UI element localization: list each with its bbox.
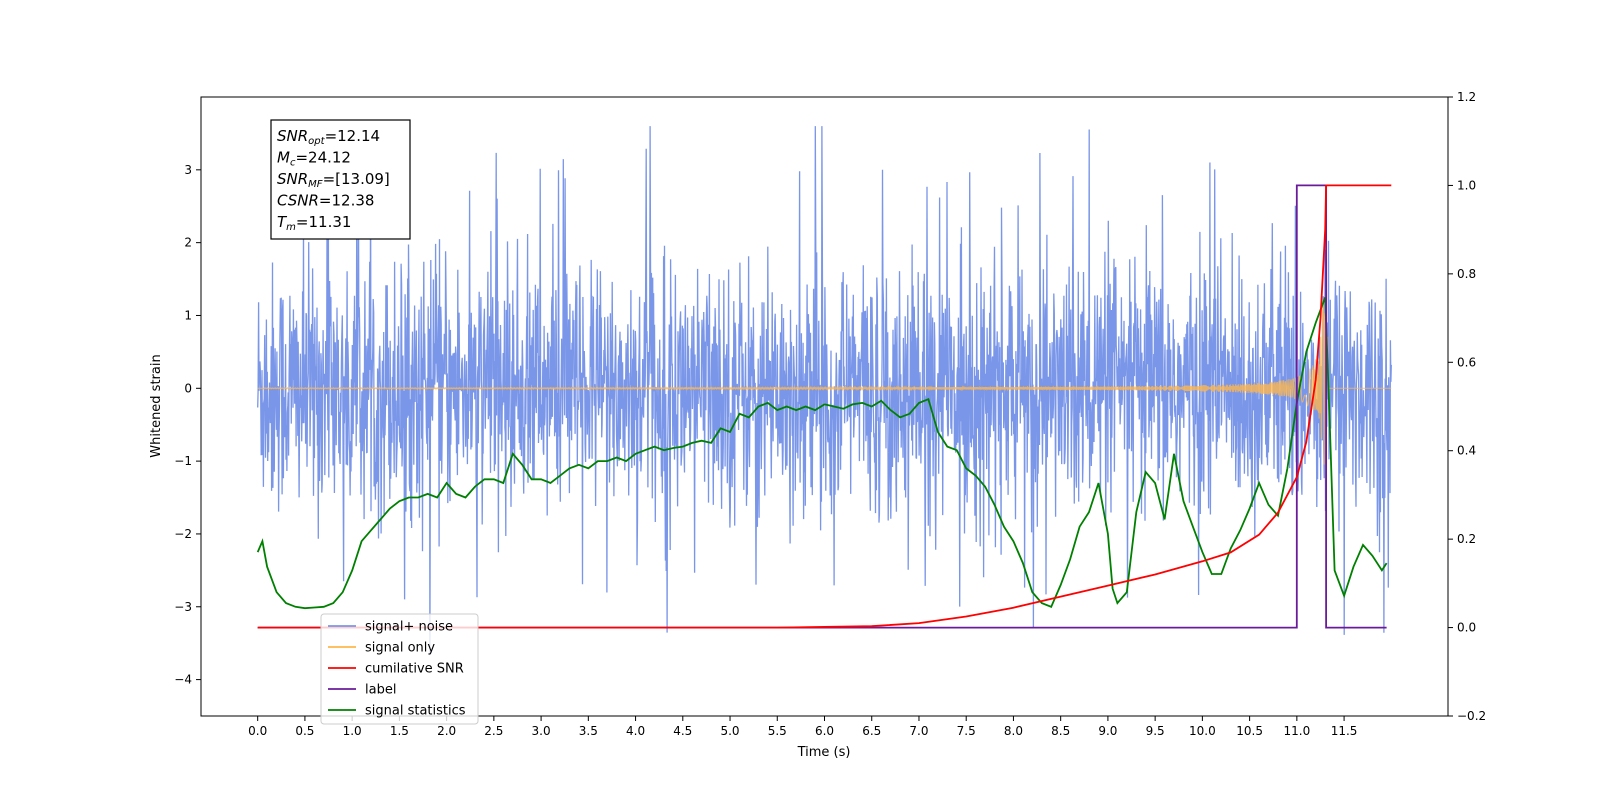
label-line: [257, 184, 1387, 629]
legend-label: signal only: [365, 641, 435, 656]
x-tick-label: 6.5: [862, 724, 881, 738]
y2-tick-label: 1.0: [1457, 178, 1476, 192]
series-cumulative-snr: [257, 184, 1392, 629]
legend-label: signal statistics: [365, 704, 466, 719]
x-tick-label: 8.0: [1004, 724, 1023, 738]
y-axis-ticks: 3 2 1 0 −1 −2 −3 −4: [174, 163, 201, 687]
x-tick-label: 9.0: [1098, 724, 1117, 738]
y-tick-label: −1: [174, 454, 192, 468]
legend-label: label: [365, 683, 396, 698]
x-tick-label: 7.5: [957, 724, 976, 738]
x-tick-label: 9.5: [1146, 724, 1165, 738]
legend-label: cumilative SNR: [365, 662, 464, 677]
y-tick-label: 2: [184, 236, 192, 250]
x-tick-label: 4.5: [673, 724, 692, 738]
x-tick-label: 3.5: [579, 724, 598, 738]
y-tick-label: 0: [184, 381, 192, 395]
x-tick-label: 8.5: [1051, 724, 1070, 738]
legend-label: signal+ noise: [365, 620, 453, 635]
x-tick-label: 11.0: [1283, 724, 1310, 738]
annotation-line: Tm=11.31: [277, 213, 351, 233]
annotation-frame: [270, 119, 411, 240]
series-signal-only: [257, 303, 1392, 481]
y-axis-label: Whitened strain: [149, 354, 164, 457]
series-signal-statistics: [256, 296, 1388, 610]
y2-tick-label: 1.2: [1457, 90, 1476, 104]
y2-axis-ticks: 1.2 1.0 0.8 0.6 0.4 0.2 0.0 −0.2: [1448, 90, 1486, 723]
x-tick-label: 3.0: [532, 724, 551, 738]
annotation-line: SNRopt=12.14: [277, 127, 380, 147]
y2-tick-label: 0.6: [1457, 355, 1476, 369]
y2-tick-label: 0.8: [1457, 267, 1476, 281]
signal-noise-line: [257, 126, 1392, 656]
x-axis-label: Time (s): [797, 745, 851, 760]
x-tick-label: 5.5: [768, 724, 787, 738]
annotation-line: SNRMF=[13.09]: [277, 170, 390, 190]
cumulative-snr-line: [257, 184, 1392, 629]
annotation-line: CSNR=12.38: [277, 192, 374, 210]
y-tick-label: 3: [184, 163, 192, 177]
y-tick-label: −4: [174, 673, 192, 687]
x-tick-label: 1.5: [390, 724, 409, 738]
x-tick-label: 5.0: [720, 724, 739, 738]
y2-tick-label: 0.2: [1457, 532, 1476, 546]
x-tick-label: 2.5: [484, 724, 503, 738]
x-tick-label: 10.5: [1236, 724, 1263, 738]
annotation-line: Mc=24.12: [277, 149, 351, 169]
y-tick-label: −3: [174, 600, 192, 614]
y2-tick-label: 0.4: [1457, 444, 1476, 458]
y-tick-label: 1: [184, 308, 192, 322]
signal-only-line: [257, 303, 1392, 481]
legend: signal+ noise signal only cumilative SNR la…: [320, 613, 479, 725]
x-tick-label: 10.0: [1189, 724, 1216, 738]
x-tick-label: 6.0: [815, 724, 834, 738]
x-tick-label: 4.0: [626, 724, 645, 738]
signal-statistics-line: [256, 296, 1388, 610]
series-label: [257, 184, 1387, 629]
x-tick-label: 7.0: [909, 724, 928, 738]
x-tick-label: 2.0: [437, 724, 456, 738]
x-axis-ticks: 0.0 0.5 1.0 1.5 2.0 2.5 3.0 3.5 4.0 4.5 5.0 5.5 6.0 6…: [248, 716, 1357, 738]
legend-frame: [320, 613, 479, 725]
x-tick-label: 0.0: [248, 724, 267, 738]
y2-tick-label: −0.2: [1457, 709, 1486, 723]
series-signal-noise: [257, 126, 1392, 656]
y-tick-label: −2: [174, 527, 192, 541]
x-tick-label: 0.5: [295, 724, 314, 738]
x-tick-label: 11.5: [1331, 724, 1358, 738]
x-tick-label: 1.0: [343, 724, 362, 738]
y2-tick-label: 0.0: [1457, 621, 1476, 635]
